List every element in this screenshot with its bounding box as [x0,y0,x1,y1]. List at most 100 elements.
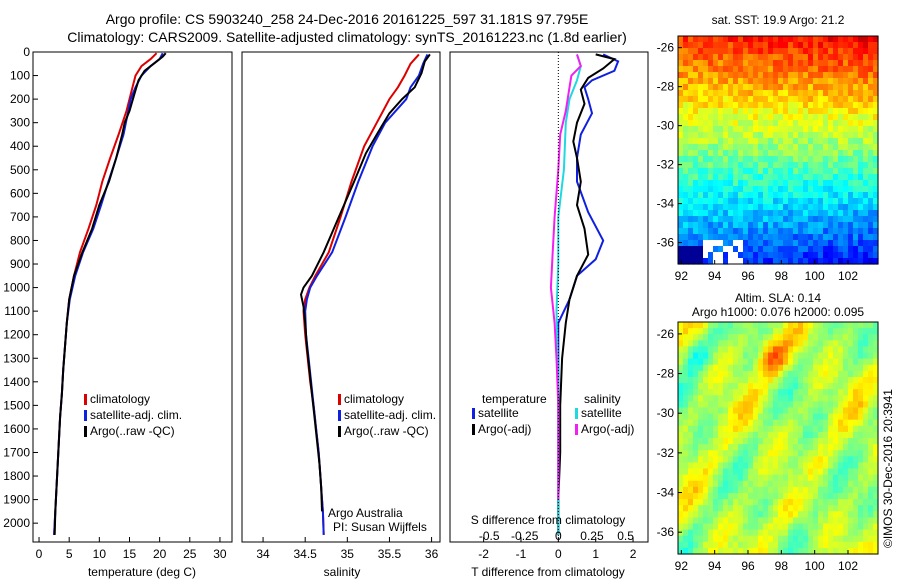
map-cell [873,364,879,372]
map-cell [683,505,689,512]
map-cell [813,499,819,506]
map-cell [813,517,819,525]
map-cell [708,541,714,549]
map-cell [733,240,739,247]
map-cell [838,90,844,97]
map-cell [798,120,804,127]
map-cell [698,364,704,372]
map-cell [718,156,724,163]
map-cell [868,474,874,482]
map-cell [688,210,694,217]
map-cell [768,90,774,97]
map-cell [713,132,719,139]
map-cell [723,370,729,378]
map-cell [823,246,829,253]
map-cell [783,383,789,390]
map-cell [768,78,774,85]
map-cell [778,328,784,335]
map-cell [713,322,719,329]
map-cell [828,210,834,217]
map-cell [708,36,714,43]
map-cell [798,198,804,205]
map-cell [808,328,814,335]
map-cell [858,334,864,341]
map-cell [783,376,789,384]
map-cell [863,328,869,335]
map-cell [738,96,744,103]
map-cell [773,419,779,427]
map-cell [763,72,769,79]
map-cell [858,102,864,109]
map-cell [683,84,689,91]
map-cell [853,60,859,67]
map-cell [828,78,834,85]
map-cell [858,54,864,61]
map-cell [733,204,739,211]
map-cell [708,72,714,79]
map-cell [723,210,729,217]
map-cell [853,401,859,409]
map-cell [853,96,859,103]
map-cell [743,401,749,409]
map-cell [748,505,754,512]
map-cell [778,383,784,390]
map-cell [868,144,874,151]
map-cell [688,322,694,329]
map-cell [793,517,799,525]
map-cell [683,340,689,348]
map-cell [723,346,729,354]
map-cell [698,529,704,537]
map-cell [733,90,739,97]
map-cell [713,36,719,43]
map-cell [678,450,684,457]
map-cell [698,222,704,229]
map-cell [738,340,744,348]
map-cell [868,42,874,49]
map-cell [863,364,869,372]
map-cell [703,108,709,115]
map-cell [763,468,769,476]
map-cell [703,246,709,253]
map-cell [768,529,774,537]
map-cell [748,204,754,211]
map-cell [788,252,794,259]
map-cell [833,376,839,384]
map-cell [803,192,809,199]
map-cell [788,468,794,476]
map-cell [698,126,704,133]
map-cell [708,419,714,427]
map-cell [813,246,819,253]
map-cell [803,322,809,329]
map-cell [833,78,839,85]
map-cell [828,358,834,366]
map-cell [843,78,849,85]
map-cell [843,228,849,235]
series-line-temperature-satellite [557,53,620,535]
map-cell [763,492,769,500]
map-cell [733,96,739,103]
map-cell [768,517,774,525]
map-cell [818,499,824,506]
map-cell [713,419,719,427]
map-cell [713,84,719,91]
map-cell [758,376,764,384]
map-cell [788,228,794,235]
x-tick-label: 30 [213,547,227,561]
map-cell [798,328,804,335]
map-cell [853,346,859,354]
map-cell [788,60,794,67]
map-cell [833,425,839,433]
map-cell [798,216,804,223]
map-cell [823,370,829,378]
map-cell [853,174,859,181]
map-cell [863,234,869,241]
map-cell [738,54,744,61]
map-cell [828,144,834,151]
map-cell [783,246,789,253]
map-cell [783,222,789,229]
map-cell [868,438,874,445]
map-cell [808,450,814,457]
y-tick-label: 100 [10,69,30,83]
map-cell [808,198,814,205]
map-cell [803,114,809,121]
